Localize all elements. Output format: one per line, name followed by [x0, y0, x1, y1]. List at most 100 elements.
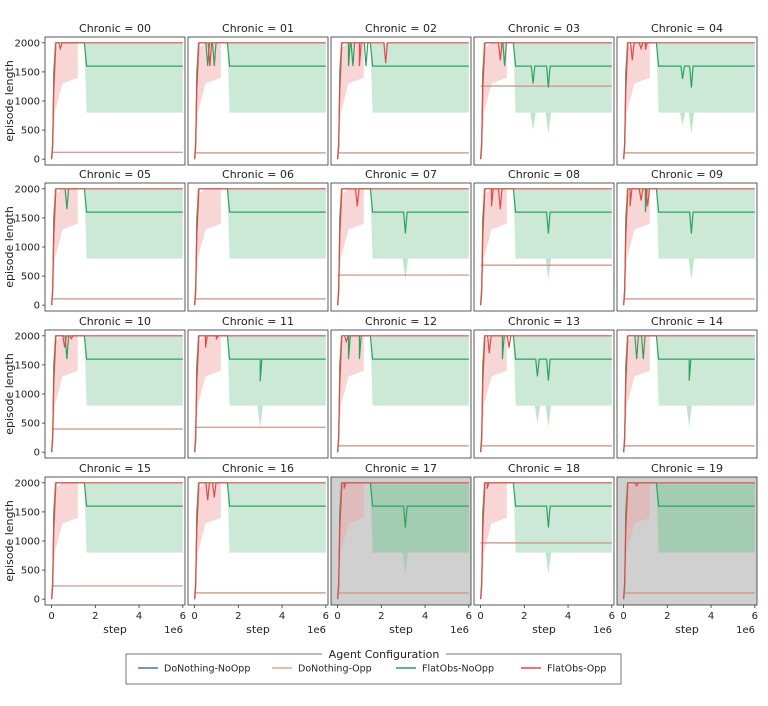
x-axis-label: step	[246, 623, 270, 636]
x-axis-label: step	[675, 623, 699, 636]
panel-background	[188, 330, 328, 458]
y-tick-label: 0	[34, 448, 40, 459]
panel-plot-area	[480, 42, 612, 160]
flatobs-opp-band	[480, 335, 507, 453]
flatobs-opp-line	[337, 482, 469, 600]
panel-plot-area	[51, 42, 183, 160]
x-offset-label: 1e6	[164, 625, 183, 636]
x-axis-label: step	[389, 623, 413, 636]
flatobs-noopp-band	[51, 42, 183, 160]
y-tick-label: 1500	[15, 67, 40, 78]
panel-frame	[473, 329, 615, 459]
flatobs-opp-band	[337, 482, 364, 600]
flatobs-noopp-band	[51, 335, 183, 453]
flatobs-opp-line	[480, 188, 612, 306]
y-tick-label: 1000	[15, 97, 40, 108]
panel-title: Chronic = 13	[508, 315, 580, 328]
panel-frame	[187, 476, 329, 606]
x-tick-label: 0	[191, 611, 197, 622]
flatobs-noopp-band	[623, 335, 755, 453]
panel-plot-area	[480, 188, 612, 306]
panel-title: Chronic = 17	[365, 462, 437, 475]
flatobs-noopp-band	[480, 188, 612, 306]
panel-00: Chronic = 00 0 500 1000 1500 2000 episode leng…	[3, 22, 186, 166]
panel-frame	[616, 329, 758, 459]
panel-title: Chronic = 06	[222, 168, 294, 181]
panel-background	[331, 183, 471, 311]
x-tick-label: 0	[620, 611, 626, 622]
y-tick-label: 2000	[15, 331, 40, 342]
panel-plot-area	[194, 42, 326, 160]
panel-title: Chronic = 03	[508, 22, 580, 35]
y-tick-label: 2000	[15, 184, 40, 195]
flatobs-noopp-band-spike	[545, 405, 551, 428]
panel-title: Chronic = 11	[222, 315, 294, 328]
y-tick-label: 500	[21, 419, 40, 430]
flatobs-opp-line	[480, 42, 612, 160]
x-tick-label: 6	[180, 611, 186, 622]
panel-frame	[187, 329, 329, 459]
flatobs-opp-line	[51, 335, 183, 453]
panel-15: Chronic = 15 0 500 1000 1500 2000 episode leng…	[3, 462, 186, 636]
flatobs-noopp-band-spike	[680, 112, 686, 126]
panel-background	[617, 183, 757, 311]
y-tick-label: 1500	[15, 360, 40, 371]
x-tick-label: 0	[334, 611, 340, 622]
flatobs-opp-band	[480, 188, 507, 306]
panel-title: Chronic = 15	[79, 462, 151, 475]
panel-16: Chronic = 16 0 2 4 6 step 1e6	[187, 462, 329, 636]
x-tick-label: 0	[477, 611, 483, 622]
y-tick-label: 1000	[15, 537, 40, 548]
y-tick-label: 500	[21, 272, 40, 283]
x-tick-label: 4	[708, 611, 714, 622]
panel-frame	[616, 476, 758, 606]
flatobs-opp-line	[623, 482, 755, 600]
flatobs-opp-band	[194, 188, 221, 306]
y-tick-label: 1500	[15, 507, 40, 518]
flatobs-noopp-band	[337, 482, 469, 600]
panel-13: Chronic = 13	[473, 315, 615, 459]
panel-frame	[330, 36, 472, 166]
flatobs-noopp-band	[623, 42, 755, 160]
x-axis-label: step	[532, 623, 556, 636]
y-axis-label: episode length	[3, 60, 16, 142]
panel-08: Chronic = 08	[473, 168, 615, 312]
flatobs-noopp-band	[623, 188, 755, 306]
panel-title: Chronic = 19	[651, 462, 723, 475]
panel-frame	[330, 476, 472, 606]
panel-02: Chronic = 02	[330, 22, 472, 166]
flatobs-noopp-band-spike	[530, 112, 536, 131]
legend-label-flatobs-opp: FlatObs-Opp	[547, 664, 606, 675]
flatobs-noopp-band-spike	[402, 552, 408, 575]
x-tick-label: 2	[378, 611, 384, 622]
flatobs-opp-line	[194, 42, 326, 160]
flatobs-opp-line	[623, 42, 755, 160]
panel-title: Chronic = 00	[79, 22, 151, 35]
flatobs-opp-line	[51, 42, 183, 160]
legend-label-flatobs-noopp: FlatObs-NoOpp	[422, 664, 494, 675]
panel-frame	[187, 182, 329, 312]
x-tick-label: 4	[136, 611, 142, 622]
x-offset-label: 1e6	[736, 625, 755, 636]
panel-06: Chronic = 06	[187, 168, 329, 312]
flatobs-opp-band	[51, 42, 78, 160]
panel-background	[474, 183, 614, 311]
panel-frame	[616, 36, 758, 166]
flatobs-opp-line	[480, 335, 612, 453]
panel-background	[45, 330, 185, 458]
panel-19: Chronic = 19 0 2 4 6 step 1e6	[616, 462, 758, 636]
panel-background	[474, 477, 614, 605]
flatobs-noopp-band-spike	[545, 258, 551, 281]
flatobs-opp-line	[480, 482, 612, 600]
panel-18: Chronic = 18 0 2 4 6 step 1e6	[473, 462, 615, 636]
panel-background	[45, 37, 185, 165]
x-tick-label: 2	[521, 611, 527, 622]
flatobs-noopp-band	[51, 188, 183, 306]
panel-title: Chronic = 14	[651, 315, 723, 328]
panel-plot-area	[623, 188, 755, 306]
panel-title: Chronic = 07	[365, 168, 437, 181]
panel-frame	[330, 182, 472, 312]
x-tick-label: 4	[422, 611, 428, 622]
x-tick-label: 6	[752, 611, 758, 622]
